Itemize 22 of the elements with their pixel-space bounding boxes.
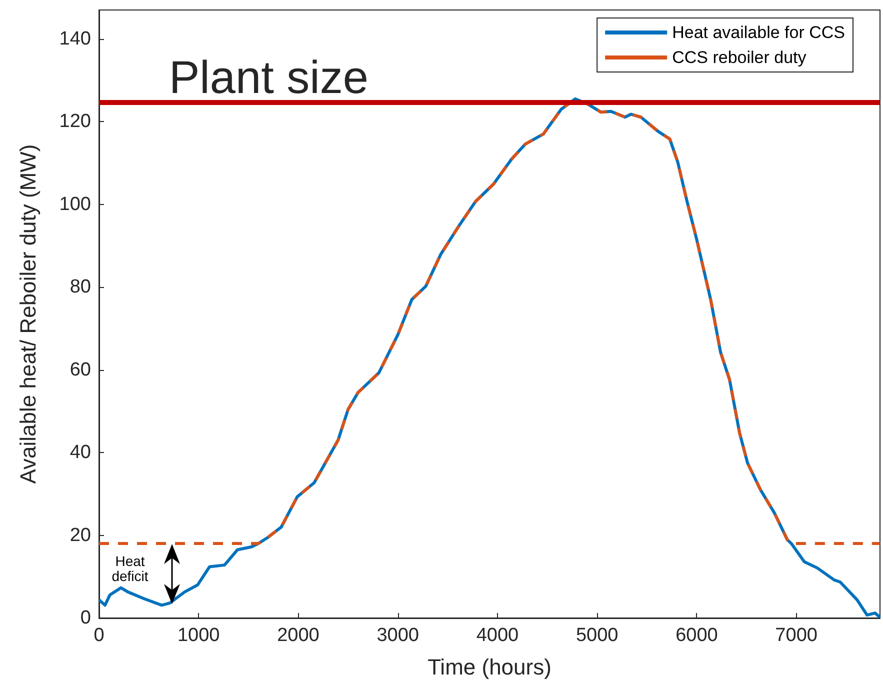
y-axis-title: Available heat/ Reboiler duty (MW) [16, 144, 40, 484]
y-tick-label: 40 [70, 442, 91, 464]
x-tick-label: 4000 [476, 625, 519, 646]
legend-label: CCS reboiler duty [672, 48, 807, 67]
x-tick-label: 1000 [177, 625, 220, 646]
x-tick-label: 0 [94, 625, 104, 646]
annotation: Heat deficit [104, 553, 156, 584]
y-tick-label: 20 [70, 524, 91, 546]
x-tick-label: 3000 [376, 625, 419, 646]
x-tick-label: 2000 [277, 625, 320, 646]
x-tick-label: 6000 [676, 625, 718, 646]
ref-line-label: Plant size [169, 51, 368, 104]
y-tick-label: 100 [59, 194, 91, 215]
x-tick-label: 7000 [775, 625, 818, 646]
legend-label: Heat available for CCS [672, 23, 846, 42]
y-tick-label: 140 [59, 28, 91, 50]
y-tick-label: 0 [80, 608, 91, 628]
y-tick-label: 80 [70, 276, 91, 298]
x-axis-title: Time (hours) [428, 654, 552, 680]
y-tick-label: 60 [70, 359, 91, 380]
x-tick-label: 5000 [576, 625, 618, 646]
y-tick-label: 120 [59, 111, 91, 132]
